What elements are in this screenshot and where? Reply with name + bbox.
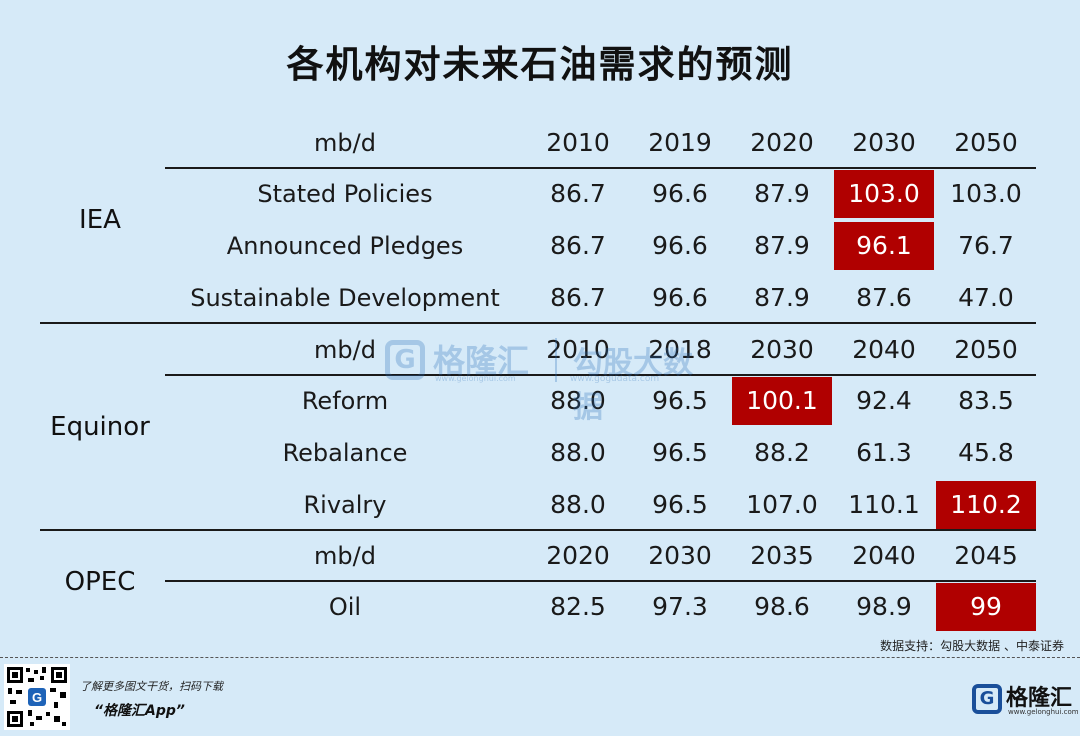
header-divider <box>165 374 1036 376</box>
section-divider <box>40 322 1036 324</box>
data-cell: 86.7 <box>550 179 606 208</box>
row-label: Announced Pledges <box>226 232 464 260</box>
header-year: 2010 <box>546 128 610 157</box>
header-year: 2030 <box>750 335 814 364</box>
header-year: 2020 <box>546 541 610 570</box>
page-title: 各机构对未来石油需求的预测 <box>286 43 794 86</box>
data-cell: 87.9 <box>754 283 810 312</box>
data-cell: 47.0 <box>958 283 1014 312</box>
highlighted-data-cell: 110.2 <box>936 481 1036 529</box>
header-unit: mb/d <box>314 336 376 364</box>
header-year: 2018 <box>648 335 712 364</box>
svg-text:G: G <box>32 690 42 705</box>
data-cell: 88.2 <box>754 438 810 467</box>
header-year: 2050 <box>954 128 1018 157</box>
header-year: 2030 <box>648 541 712 570</box>
promo-app-name: “格隆汇App” <box>94 703 185 719</box>
row-label: Reform <box>301 387 389 415</box>
section-divider <box>40 529 1036 531</box>
header-year: 2040 <box>852 541 916 570</box>
header-year: 2050 <box>954 335 1018 364</box>
logo-text: 格隆汇 <box>1006 686 1073 711</box>
data-cell: 83.5 <box>958 386 1014 415</box>
highlighted-data-cell: 99 <box>936 583 1036 631</box>
data-cell: 96.5 <box>652 490 708 519</box>
data-cell: 92.4 <box>856 386 912 415</box>
data-cell: 88.0 <box>550 490 606 519</box>
highlighted-data-cell: 100.1 <box>732 377 832 425</box>
data-cell: 96.6 <box>652 179 708 208</box>
brand-logo: G 格隆汇 www.gelonghui.com <box>972 678 1079 722</box>
data-cell: 97.3 <box>652 592 708 621</box>
data-cell: 107.0 <box>746 490 818 519</box>
data-cell: 76.7 <box>958 231 1014 260</box>
source-note: 数据支持：勾股大数据 、中泰证券 <box>880 639 1064 653</box>
data-cell: 82.5 <box>550 592 606 621</box>
row-label: Oil <box>328 593 362 621</box>
row-label: Rebalance <box>282 439 408 467</box>
header-year: 2035 <box>750 541 814 570</box>
highlighted-data-cell: 96.1 <box>834 222 934 270</box>
data-cell: 86.7 <box>550 231 606 260</box>
data-cell: 87.9 <box>754 231 810 260</box>
data-cell: 86.7 <box>550 283 606 312</box>
section-label-opec: OPEC <box>64 567 136 597</box>
data-cell: 61.3 <box>856 438 912 467</box>
data-cell: 98.6 <box>754 592 810 621</box>
header-year: 2045 <box>954 541 1018 570</box>
data-cell: 87.6 <box>856 283 912 312</box>
header-divider <box>165 167 1036 169</box>
header-year: 2020 <box>750 128 814 157</box>
data-cell: 45.8 <box>958 438 1014 467</box>
row-label: Stated Policies <box>257 180 433 208</box>
data-cell: 110.1 <box>848 490 920 519</box>
data-cell: 96.6 <box>652 283 708 312</box>
data-cell: 88.0 <box>550 386 606 415</box>
data-cell: 98.9 <box>856 592 912 621</box>
section-label-equinor: Equinor <box>50 412 150 442</box>
data-cell: 103.0 <box>950 179 1022 208</box>
row-label: Sustainable Development <box>190 284 500 312</box>
qr-code-icon[interactable]: G <box>4 664 70 730</box>
header-year: 2040 <box>852 335 916 364</box>
header-unit: mb/d <box>314 129 376 157</box>
header-unit: mb/d <box>314 542 376 570</box>
header-divider <box>165 580 1036 582</box>
data-cell: 96.5 <box>652 386 708 415</box>
data-cell: 96.6 <box>652 231 708 260</box>
section-label-iea: IEA <box>79 205 121 235</box>
row-label: Rivalry <box>303 491 387 519</box>
logo-icon: G <box>972 684 1002 714</box>
highlighted-data-cell: 103.0 <box>834 170 934 218</box>
promo-text: 了解更多图文干货，扫码下载 <box>80 680 223 693</box>
header-year: 2010 <box>546 335 610 364</box>
header-year: 2019 <box>648 128 712 157</box>
header-year: 2030 <box>852 128 916 157</box>
logo-url: www.gelonghui.com <box>1008 708 1079 716</box>
data-cell: 87.9 <box>754 179 810 208</box>
footer-divider <box>0 657 1080 658</box>
data-cell: 96.5 <box>652 438 708 467</box>
data-cell: 88.0 <box>550 438 606 467</box>
